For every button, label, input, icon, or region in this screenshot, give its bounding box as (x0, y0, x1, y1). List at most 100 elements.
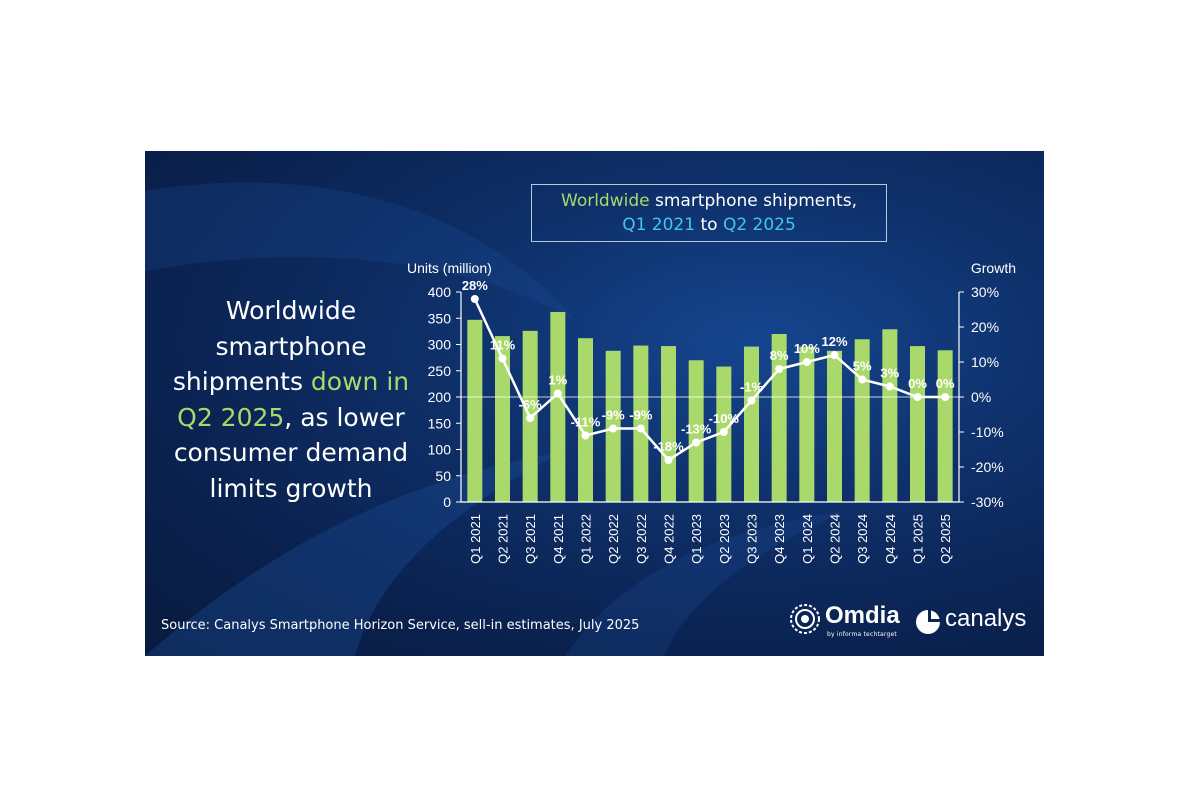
growth-data-label: -9% (629, 408, 653, 423)
y2-axis-label: Growth (971, 260, 1016, 276)
chart-title-box: Worldwide smartphone shipments, Q1 2021 … (531, 184, 887, 242)
logo-group: Omdia by informa techtarget canalys (787, 601, 1037, 641)
title-word-to: to (695, 215, 723, 235)
growth-data-label: -10% (709, 411, 740, 426)
headline-part-2: , as lower consumer demand limits growth (173, 402, 409, 503)
x-tick-label: Q3 2024 (855, 514, 870, 564)
title-word-shipments: smartphone shipments, (649, 191, 857, 211)
growth-point (775, 365, 784, 373)
growth-data-label: 10% (794, 341, 820, 356)
growth-data-label: 11% (490, 338, 516, 353)
bar (910, 346, 925, 502)
y-tick-labels: 400 350 300 250 200 150 100 50 0 (428, 284, 452, 510)
growth-data-label: 5% (853, 359, 872, 374)
y-tick-label: 100 (428, 442, 452, 458)
y-tick-label: 350 (428, 310, 452, 326)
canalys-logo-text: canalys (945, 605, 1027, 632)
growth-data-label: -11% (571, 415, 601, 430)
title-end-period: Q2 2025 (722, 215, 796, 235)
y-tick-label: 400 (428, 284, 452, 300)
chart-title-line-1: Worldwide smartphone shipments, (532, 189, 886, 213)
growth-point (719, 428, 728, 436)
y-tick-label: 250 (428, 363, 452, 379)
bar (467, 319, 483, 502)
bar (550, 311, 566, 502)
x-tick-label: Q3 2021 (523, 514, 538, 564)
headline-highlight: down in Q2 2025 (177, 367, 410, 432)
shipments-chart: Units (million) Growth 400 350 300 250 200 15… (407, 260, 1016, 564)
growth-point (470, 295, 479, 303)
x-tick-label: Q1 2022 (579, 514, 594, 564)
source-note: Source: Canalys Smartphone Horizon Servi… (161, 618, 640, 633)
x-tick-label: Q1 2023 (689, 514, 704, 564)
growth-point (526, 414, 535, 422)
growth-data-label: -9% (602, 408, 626, 423)
y-tick-label: 200 (428, 389, 452, 405)
growth-data-label: -1% (740, 380, 764, 395)
growth-line (473, 298, 946, 462)
x-tick-label: Q2 2022 (606, 514, 621, 564)
x-tick-label: Q4 2024 (883, 514, 898, 564)
y-tick-label: 0 (443, 494, 451, 510)
y2-tick-label: 20% (971, 319, 999, 335)
headline: Worldwide smartphone shipments down in Q… (157, 293, 425, 506)
growth-point (553, 389, 562, 398)
x-tick-label: Q3 2023 (745, 514, 760, 564)
x-tick-label: Q4 2021 (551, 514, 566, 564)
growth-data-label: 0% (908, 376, 927, 391)
bar (827, 350, 842, 502)
growth-line-series (470, 295, 950, 464)
omdia-logo-icon (790, 604, 820, 634)
x-tick-label: Q1 2025 (911, 514, 926, 564)
y2-tick-label: -30% (971, 494, 1004, 510)
growth-point (664, 456, 673, 464)
bar (495, 336, 510, 502)
growth-data-label: 0% (936, 376, 955, 391)
growth-data-label: 3% (880, 366, 899, 381)
title-word-worldwide: Worldwide (561, 191, 650, 211)
y2-tick-label: 30% (971, 284, 999, 300)
x-tick-label: Q3 2022 (634, 514, 649, 564)
bar (882, 329, 898, 502)
title-start-period: Q1 2021 (622, 215, 696, 235)
growth-point (498, 354, 507, 363)
bar (799, 346, 815, 502)
growth-data-label: 8% (770, 348, 789, 363)
bar (661, 346, 676, 502)
chart-axes (456, 291, 964, 503)
x-tick-label: Q4 2023 (772, 514, 787, 564)
y2-tick-label: -20% (971, 459, 1004, 475)
growth-data-label: 28% (462, 278, 488, 293)
growth-point (747, 396, 756, 405)
y-tick-label: 150 (428, 415, 452, 431)
x-tick-labels: Q1 2021 Q2 2021 Q3 2021 Q4 2021 Q1 2022 Q2 20… (468, 514, 953, 564)
growth-point (885, 382, 894, 391)
growth-data-label: -18% (653, 439, 684, 454)
growth-data-label: -6% (519, 397, 543, 412)
growth-point (913, 393, 922, 401)
bar (771, 334, 787, 502)
y-tick-label: 300 (428, 337, 452, 353)
bar (688, 360, 704, 502)
x-tick-label: Q1 2021 (468, 514, 483, 564)
growth-point (802, 358, 811, 366)
y2-tick-labels: 30% 20% 10% 0% -10% -20% -30% (971, 284, 1004, 510)
y-tick-label: 50 (435, 468, 451, 484)
y2-tick-label: 10% (971, 354, 999, 370)
y2-tick-label: -10% (971, 424, 1004, 440)
growth-point (830, 351, 839, 359)
bar (633, 345, 649, 502)
chart-title-line-2: Q1 2021 to Q2 2025 (532, 213, 886, 237)
y-axis-label: Units (million) (407, 260, 492, 276)
bar (744, 346, 759, 502)
infographic-card: Worldwide smartphone shipments down in Q… (145, 151, 1044, 656)
x-tick-label: Q4 2022 (662, 514, 677, 564)
growth-point (636, 424, 645, 433)
omdia-logo-subtext: by informa techtarget (827, 631, 897, 638)
x-tick-label: Q2 2024 (828, 514, 843, 564)
omdia-logo-text: Omdia (825, 602, 900, 629)
x-tick-label: Q2 2021 (496, 514, 511, 564)
growth-data-label: -13% (681, 422, 712, 437)
x-tick-label: Q2 2023 (717, 514, 732, 564)
growth-point (692, 438, 701, 447)
